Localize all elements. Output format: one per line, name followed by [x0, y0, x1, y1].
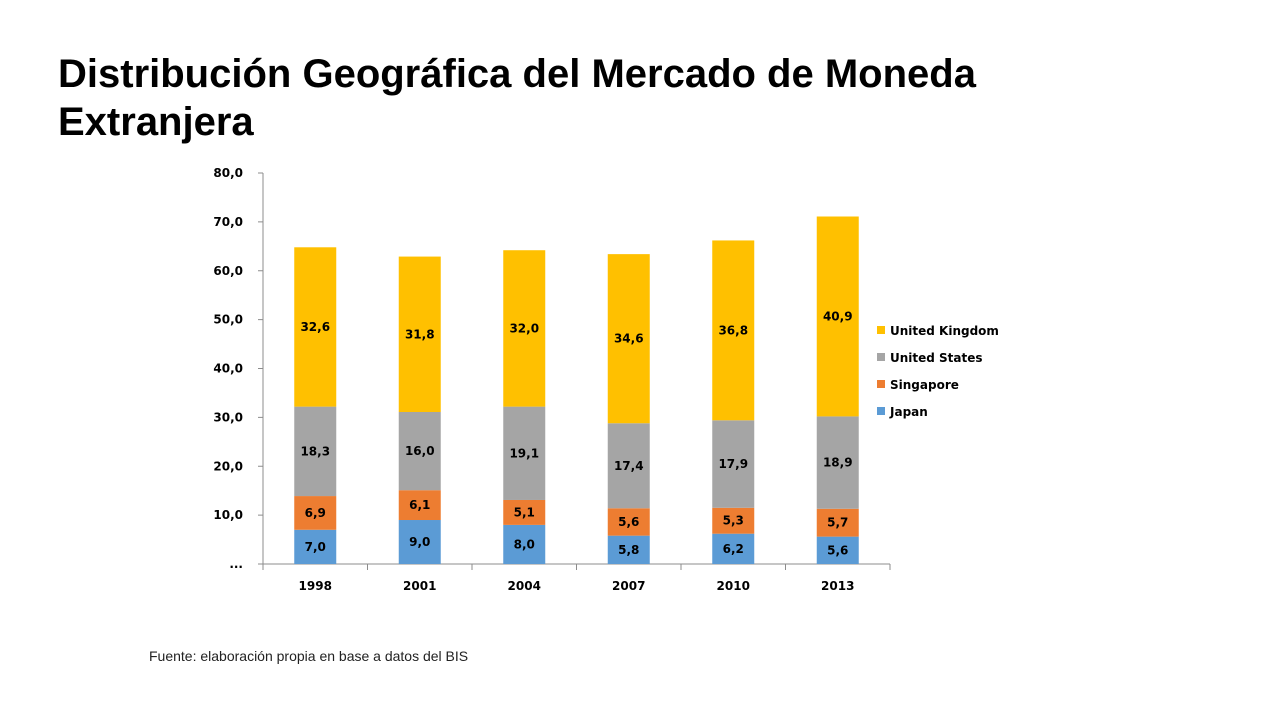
chart-bars	[294, 216, 859, 564]
data-label: 5,8	[618, 543, 639, 557]
bar-segment	[398, 490, 441, 521]
bar-segment	[503, 524, 546, 564]
legend-label: United Kingdom	[890, 324, 999, 338]
data-label: 40,9	[823, 309, 853, 323]
y-tick-label: 70,0	[213, 215, 243, 229]
legend-swatch	[877, 407, 885, 415]
y-tick-label: ...	[229, 557, 243, 571]
data-label: 36,8	[718, 323, 748, 337]
data-label: 18,9	[823, 456, 853, 470]
data-label: 34,6	[614, 332, 644, 346]
bar-segment	[503, 250, 546, 407]
bar-segment	[398, 411, 441, 491]
y-tick-label: 20,0	[213, 459, 243, 473]
bar-segment	[294, 496, 337, 530]
data-label: 5,6	[618, 515, 639, 529]
bar-segment	[712, 420, 755, 508]
bar-segment	[398, 256, 441, 412]
data-label: 18,3	[300, 444, 330, 458]
bar-segment	[294, 529, 337, 564]
data-label: 9,0	[409, 535, 430, 549]
data-label: 6,9	[305, 506, 326, 520]
legend-swatch	[877, 326, 885, 334]
y-tick-label: 30,0	[213, 410, 243, 424]
legend-label: Japan	[889, 405, 928, 419]
bar-segment	[816, 536, 859, 564]
bar-segment	[503, 406, 546, 500]
bar-segment	[503, 499, 546, 525]
x-tick-label: 1998	[299, 579, 332, 593]
y-tick-label: 40,0	[213, 362, 243, 376]
y-tick-label: 60,0	[213, 264, 243, 278]
slide-title: Distribución Geográfica del Mercado de M…	[58, 52, 976, 144]
bar-segment	[712, 533, 755, 564]
data-label: 5,3	[723, 514, 744, 528]
data-label: 32,6	[300, 320, 330, 334]
chart-axes: ... 10,0 20,0 30,0 40,0 50,0 60,0 70,0 80,0 1998 2…	[213, 166, 891, 593]
x-tick-label: 2013	[821, 579, 854, 593]
source-note: Fuente: elaboración propia en base a dat…	[149, 648, 469, 664]
y-tick-label: 80,0	[213, 166, 243, 180]
x-tick-label: 2007	[612, 579, 645, 593]
chart-legend: United Kingdom United States Singapore Japa…	[877, 324, 999, 419]
bar-segment	[712, 240, 755, 421]
data-label: 8,0	[514, 537, 535, 551]
data-label: 7,0	[305, 540, 326, 554]
bar-segment	[398, 520, 441, 564]
bar-segment	[294, 247, 337, 407]
bar-segment	[816, 508, 859, 537]
legend-label: United States	[890, 351, 983, 365]
y-tick-label: 10,0	[213, 508, 243, 522]
data-label: 31,8	[405, 327, 435, 341]
data-label: 5,1	[514, 505, 535, 519]
data-label: 19,1	[509, 446, 539, 460]
data-label: 32,0	[509, 321, 539, 335]
data-label: 17,9	[718, 457, 748, 471]
data-label: 17,4	[614, 459, 644, 473]
data-label: 5,6	[827, 543, 848, 557]
x-tick-label: 2004	[508, 579, 541, 593]
data-label: 6,1	[409, 498, 430, 512]
x-tick-label: 2001	[403, 579, 436, 593]
bar-segment	[712, 507, 755, 534]
bar-segment	[607, 535, 650, 564]
data-label: 16,0	[405, 444, 435, 458]
bar-segment	[607, 423, 650, 509]
data-label: 6,2	[723, 542, 744, 556]
x-tick-label: 2010	[717, 579, 750, 593]
chart-data-labels: 7,0 6,9 18,3 32,6 9,0 6,1 16,0 31,8 8,0 5,1 19,1 32…	[300, 309, 852, 557]
bar-segment	[294, 406, 337, 497]
bar-segment	[816, 216, 859, 417]
y-tick-label: 50,0	[213, 313, 243, 327]
bar-segment	[607, 254, 650, 424]
data-label: 5,7	[827, 516, 848, 530]
bar-segment	[607, 508, 650, 536]
bar-segment	[816, 416, 859, 509]
legend-swatch	[877, 353, 885, 361]
legend-swatch	[877, 380, 885, 388]
legend-label: Singapore	[890, 378, 959, 392]
